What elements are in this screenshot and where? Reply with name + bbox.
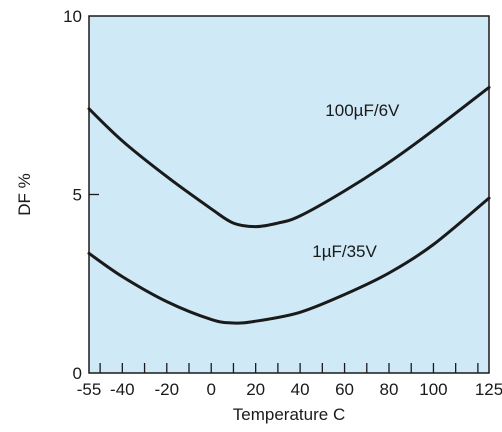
x-tick-label: 80 (380, 380, 399, 399)
plot-area (89, 16, 489, 373)
plot-frame (88, 15, 490, 374)
series-curves (87, 85, 491, 325)
x-axis-title: Temperature C (233, 405, 345, 424)
x-tick-label: 125 (475, 380, 502, 399)
series-label: 100µF/6V (325, 101, 400, 120)
x-axis-tick-labels: -55 -40 -20 0 20 40 60 80 100 125 (77, 380, 502, 399)
series-line (87, 85, 491, 229)
x-tick-label: 100 (419, 380, 447, 399)
y-axis-tick-labels: 0 5 10 (63, 7, 82, 383)
x-axis-ticks (99, 363, 479, 373)
series-labels: 100µF/6V 1µF/35V (312, 101, 400, 261)
x-tick-label: 20 (246, 380, 265, 399)
x-tick-label: 0 (206, 380, 215, 399)
x-tick-label: -55 (77, 380, 102, 399)
x-tick-label: -40 (110, 380, 135, 399)
x-tick-label: 60 (335, 380, 354, 399)
series-line (87, 196, 491, 325)
y-axis-title: DF % (15, 173, 34, 216)
series-label: 1µF/35V (312, 242, 377, 261)
x-tick-label: 40 (291, 380, 310, 399)
y-tick-label: 10 (63, 7, 82, 26)
y-tick-label: 5 (73, 186, 82, 205)
y-tick-label: 0 (73, 364, 82, 383)
x-tick-label: -20 (154, 380, 179, 399)
